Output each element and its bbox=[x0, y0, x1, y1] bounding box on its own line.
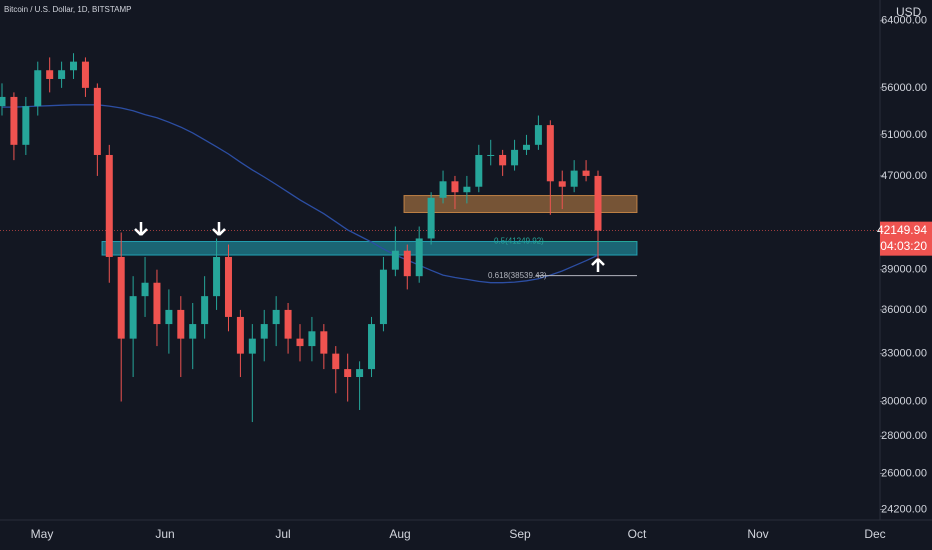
x-tick-label: Oct bbox=[628, 527, 647, 541]
arrow bbox=[134, 222, 148, 236]
candle-body bbox=[439, 181, 447, 198]
candle-body bbox=[427, 197, 435, 239]
candle-body bbox=[93, 87, 101, 155]
candle-body bbox=[511, 149, 519, 166]
candle-body bbox=[403, 250, 411, 277]
candle-body bbox=[272, 309, 280, 325]
x-tick-label: Sep bbox=[509, 527, 531, 541]
candle-body bbox=[487, 154, 495, 156]
candle-body bbox=[379, 269, 387, 325]
candle-body bbox=[582, 170, 590, 176]
candle-body bbox=[165, 309, 173, 325]
candle-body bbox=[332, 353, 340, 370]
candle-body bbox=[153, 282, 161, 325]
candle-body bbox=[10, 96, 18, 145]
candle-body bbox=[475, 154, 483, 187]
candle-body bbox=[201, 296, 209, 325]
plot: 64000.0056000.0051000.0047000.0042000.00… bbox=[0, 15, 932, 541]
candle-body bbox=[213, 256, 221, 297]
countdown-label: 04:03:20 bbox=[880, 239, 927, 253]
candle-body bbox=[224, 256, 232, 317]
candle-body bbox=[368, 324, 376, 370]
candle-body bbox=[34, 70, 42, 107]
candle-body bbox=[356, 369, 364, 378]
zone bbox=[403, 195, 638, 214]
candle-body bbox=[570, 170, 578, 187]
candle-body bbox=[451, 181, 459, 193]
y-tick-label: 30000.00 bbox=[881, 395, 927, 407]
candle-body bbox=[320, 331, 328, 354]
x-tick-label: Nov bbox=[747, 527, 768, 541]
fib-label: 0.618(38539.43) bbox=[488, 271, 547, 280]
y-tick-label: 36000.00 bbox=[881, 304, 927, 316]
candle-body bbox=[81, 61, 89, 88]
candle-body bbox=[594, 175, 602, 231]
candle-body bbox=[499, 154, 507, 166]
y-tick-label: 56000.00 bbox=[881, 82, 927, 94]
candle-body bbox=[141, 282, 149, 297]
y-tick-label: 33000.00 bbox=[881, 348, 927, 360]
x-tick-label: Jul bbox=[275, 527, 290, 541]
x-tick-label: May bbox=[31, 527, 54, 541]
candle-body bbox=[284, 309, 292, 339]
arrow bbox=[591, 258, 605, 272]
candle-body bbox=[260, 324, 268, 339]
candle-body bbox=[0, 96, 6, 107]
last-price-label: 42149.94 bbox=[877, 223, 927, 237]
candle-body bbox=[105, 154, 113, 257]
candle-body bbox=[248, 338, 256, 354]
fib-label: 0.5(41249.92) bbox=[494, 237, 544, 246]
candle-body bbox=[522, 144, 530, 150]
y-tick-label: 64000.00 bbox=[881, 15, 927, 27]
y-tick-label: 51000.00 bbox=[881, 129, 927, 141]
candle-body bbox=[296, 338, 304, 347]
x-tick-label: Dec bbox=[864, 527, 885, 541]
candle-body bbox=[415, 238, 423, 277]
candle-body bbox=[534, 125, 542, 145]
candle-body bbox=[70, 61, 78, 71]
candle-body bbox=[129, 296, 137, 339]
y-tick-label: 24200.00 bbox=[881, 503, 927, 515]
currency: USD bbox=[896, 5, 922, 19]
x-tick-label: Aug bbox=[389, 527, 410, 541]
candle-body bbox=[58, 70, 66, 79]
candle-body bbox=[546, 125, 554, 182]
y-tick-label: 39000.00 bbox=[881, 264, 927, 276]
candle-body bbox=[308, 331, 316, 347]
candle-body bbox=[22, 106, 30, 145]
y-tick-label: 26000.00 bbox=[881, 467, 927, 479]
symbol-title: Bitcoin / U.S. Dollar, 1D, BITSTAMP bbox=[4, 5, 131, 14]
arrow bbox=[212, 222, 226, 236]
candle-body bbox=[344, 369, 352, 378]
zone bbox=[101, 241, 638, 256]
y-tick-label: 28000.00 bbox=[881, 430, 927, 442]
candle-body bbox=[236, 316, 244, 354]
candle-body bbox=[558, 181, 566, 187]
candle-body bbox=[177, 309, 185, 339]
y-tick-label: 47000.00 bbox=[881, 170, 927, 182]
x-tick-label: Jun bbox=[155, 527, 174, 541]
candle-body bbox=[189, 324, 197, 339]
candle-body bbox=[463, 186, 471, 193]
candle-body bbox=[46, 70, 54, 79]
candle-body bbox=[391, 250, 399, 270]
candle-body bbox=[117, 256, 125, 339]
last-price-box bbox=[880, 221, 932, 256]
moving-average bbox=[2, 104, 599, 284]
